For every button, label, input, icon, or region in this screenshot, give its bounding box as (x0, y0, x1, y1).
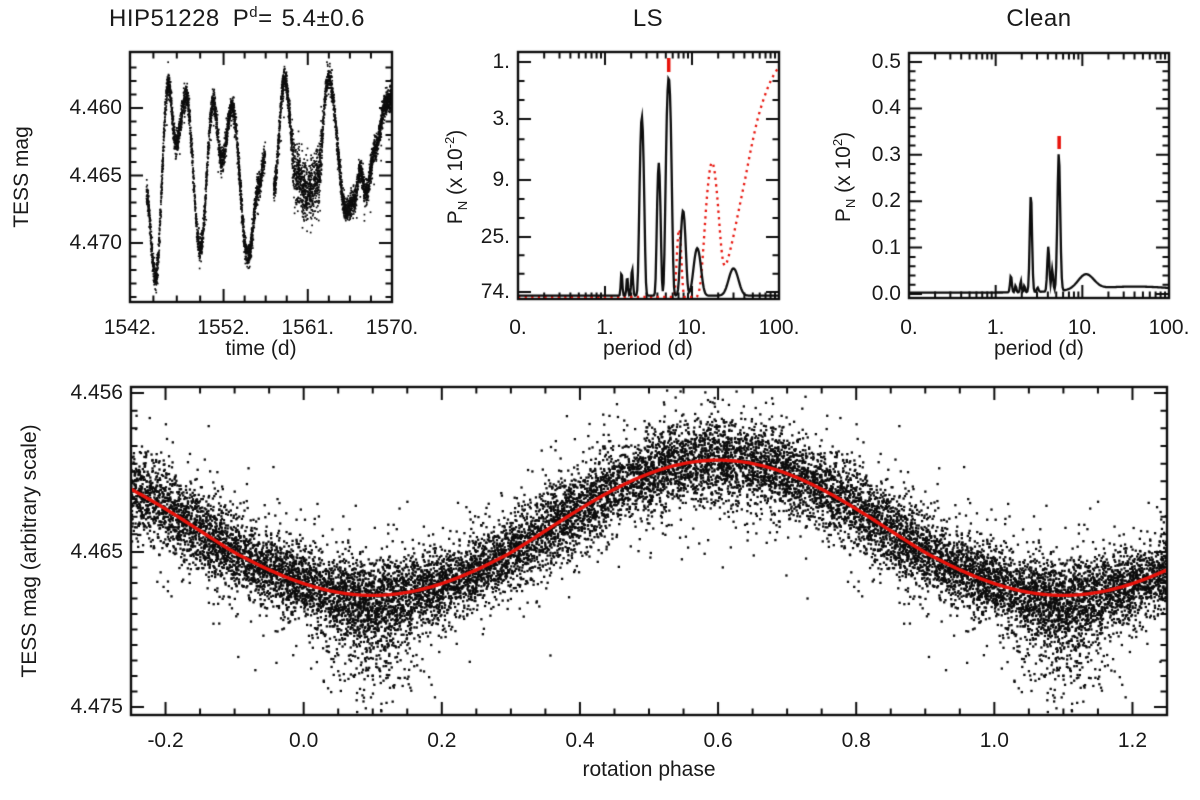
period-value: 5.4±0.6 (281, 5, 365, 32)
ls-ytick-label: 1. (492, 50, 510, 73)
clean-ylabel: PN (x 102) (830, 132, 858, 222)
lightcurve-ytick-label: 4.460 (69, 96, 122, 119)
pn-scale: (x 10 (831, 146, 855, 199)
phase-xtick-label: 0.4 (565, 729, 595, 752)
clean-ytick-label: 0.3 (871, 142, 901, 166)
lightcurve-xtick-label: 1570. (365, 316, 419, 339)
ls-ytick-label: 25. (480, 225, 510, 248)
lightcurve-xtick-label: 1542. (103, 316, 157, 339)
phase-xtick-label: 1.0 (979, 729, 1009, 752)
ls-ytick-label: 9. (492, 168, 510, 191)
clean-xlabel: period (d) (994, 337, 1084, 360)
clean-xtick-label: 0. (900, 316, 918, 339)
ls-xlabel: period (d) (603, 337, 693, 360)
lightcurve-ylabel: TESS mag (10, 126, 33, 228)
ls-title: LS (632, 5, 664, 32)
period-symbol: P (232, 5, 250, 32)
phase-xtick-label: 0.8 (841, 729, 871, 752)
phase-xtick-label: 0.2 (427, 729, 457, 752)
ls-xtick-label: 10. (677, 316, 707, 339)
pn-close: ) (831, 131, 855, 139)
phase-xtick-label: 1.2 (1117, 729, 1148, 752)
phase-xlabel: rotation phase (582, 758, 716, 781)
pn-exponent: -2 (441, 136, 457, 149)
ls-xtick-label: 1. (596, 316, 614, 339)
clean-xtick-label: 100. (1148, 316, 1190, 339)
pn-symbol: P (443, 210, 467, 225)
clean-xtick-label: 10. (1067, 316, 1097, 339)
phase-ylabel: TESS mag (arbitrary scale) (18, 424, 41, 678)
phase-ytick-label: 4.475 (70, 695, 123, 718)
lightcurve-xtick-label: 1561. (281, 316, 335, 339)
ls-ylabel: PN (x 10-2) (442, 130, 470, 225)
ls-xtick-label: 0. (509, 316, 527, 339)
clean-ytick-label: 0.4 (871, 96, 901, 120)
pn-close: ) (443, 129, 467, 137)
pn-subscript: N (843, 198, 859, 209)
clean-ytick-label: 0.0 (871, 282, 901, 305)
ls-ytick-label: 3. (492, 107, 510, 130)
equals-sign: = (258, 5, 273, 32)
ls-ytick-label: 74. (480, 280, 510, 303)
clean-ytick-label: 0.1 (871, 235, 901, 259)
lightcurve-ytick-label: 4.465 (69, 163, 122, 187)
lightcurve-title: HIP51228 Pd= 5.4±0.6 (109, 5, 365, 33)
phase-ytick-label: 4.456 (70, 381, 123, 404)
ls-xtick-label: 100. (758, 316, 800, 339)
phase-xtick-label: -0.2 (147, 729, 184, 752)
pn-subscript: N (455, 200, 471, 211)
pn-symbol: P (831, 208, 855, 223)
lightcurve-xlabel: time (d) (225, 337, 297, 360)
clean-ytick-label: 0.2 (871, 189, 901, 213)
lightcurve-xtick-label: 1552. (197, 316, 250, 339)
lightcurve-ytick-label: 4.470 (69, 231, 122, 254)
phase-xtick-label: 0.6 (703, 729, 733, 752)
clean-xtick-label: 1. (986, 316, 1005, 339)
pn-scale: (x 10 (443, 148, 467, 201)
clean-title: Clean (1006, 5, 1072, 32)
clean-ytick-label: 0.5 (871, 50, 901, 73)
star-name: HIP51228 (109, 5, 220, 32)
period-superscript: d (249, 5, 259, 21)
pn-exponent: 2 (829, 138, 845, 147)
phase-ytick-label: 4.465 (70, 540, 123, 563)
phase-xtick-label: 0.0 (289, 729, 319, 752)
